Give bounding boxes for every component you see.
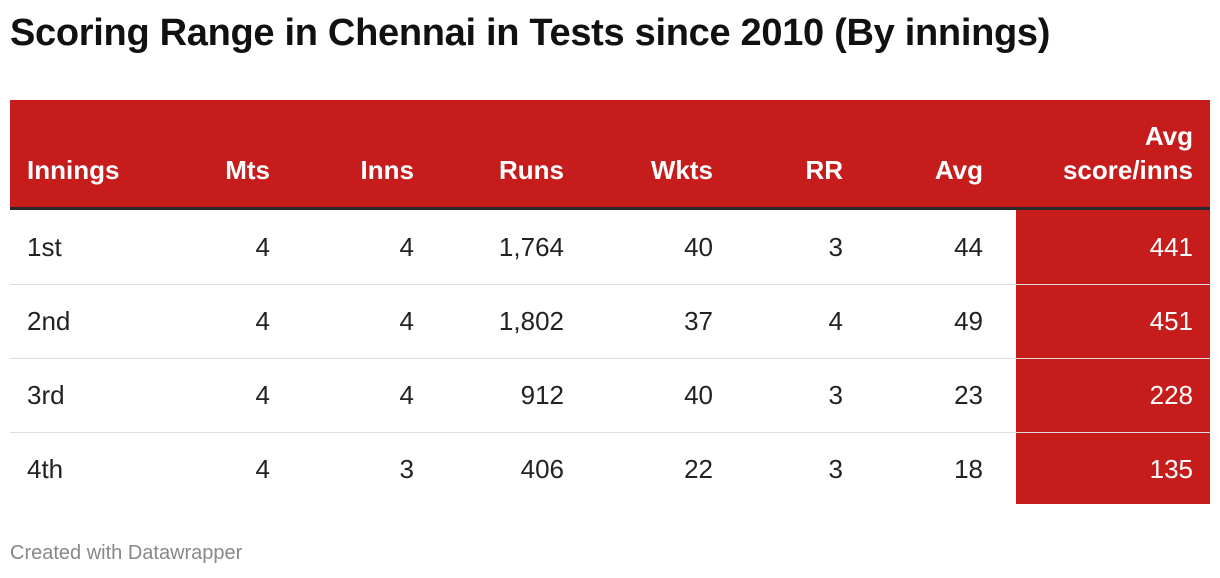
header-cell: Wkts [650,155,713,185]
table-cell: 228 [1149,380,1193,410]
table-cell: 3 [828,232,843,262]
table-cell: 135 [1149,454,1193,484]
table-header: Innings Mts Inns Runs Wkts RR Avg Avg score/inn… [10,100,1210,210]
table-cell: 40 [684,232,713,262]
table-cell: 4 [255,232,270,262]
table-cell: 4 [255,306,270,336]
table-cell: 4 [828,306,843,336]
header-cell: Mts [225,155,270,185]
header-cell: Avg score/inns [1062,121,1193,185]
table-cell: 22 [684,454,713,484]
row-divider [10,358,1210,359]
header-cell: Runs [499,155,564,185]
table-cell: 49 [954,306,983,336]
table-cell: 4th [27,454,64,484]
table-cell: 4 [255,454,270,484]
table-cell: 1,764 [498,232,564,262]
table-cell: 3 [828,380,843,410]
header-cell: Avg [934,155,983,185]
table-cell: 451 [1149,306,1193,336]
header-cell: RR [805,155,843,185]
table-cell: 4 [399,306,414,336]
table-cell: 441 [1149,232,1193,262]
table-cell: 1,802 [498,306,564,336]
table-cell: 406 [520,454,564,484]
table-cell: 4 [399,380,414,410]
table-cell: 1st [27,232,62,262]
table-cell: 4 [399,232,414,262]
table-cell: 3rd [27,380,65,410]
table-cell: 3 [399,454,414,484]
highlight-column [1016,210,1210,504]
table-cell: 44 [954,232,983,262]
table-cell: 23 [954,380,983,410]
footer: Created with Datawrapper [10,542,243,564]
table-cell: 3 [828,454,843,484]
table-cell: 2nd [27,306,71,336]
table-cell: 37 [684,306,713,336]
header-cell: Innings [27,155,120,185]
row-divider [10,432,1210,433]
table-cell: 18 [954,454,983,484]
table-cell: 4 [255,380,270,410]
table-cell: 912 [520,380,564,410]
table: Innings Mts Inns Runs Wkts RR Avg Avg score/inn… [10,100,1210,504]
table-cell: 40 [684,380,713,410]
row-divider [10,284,1210,285]
title: Scoring Range in Chennai in Tests since … [10,12,1051,54]
header-cell: Inns [360,155,414,185]
